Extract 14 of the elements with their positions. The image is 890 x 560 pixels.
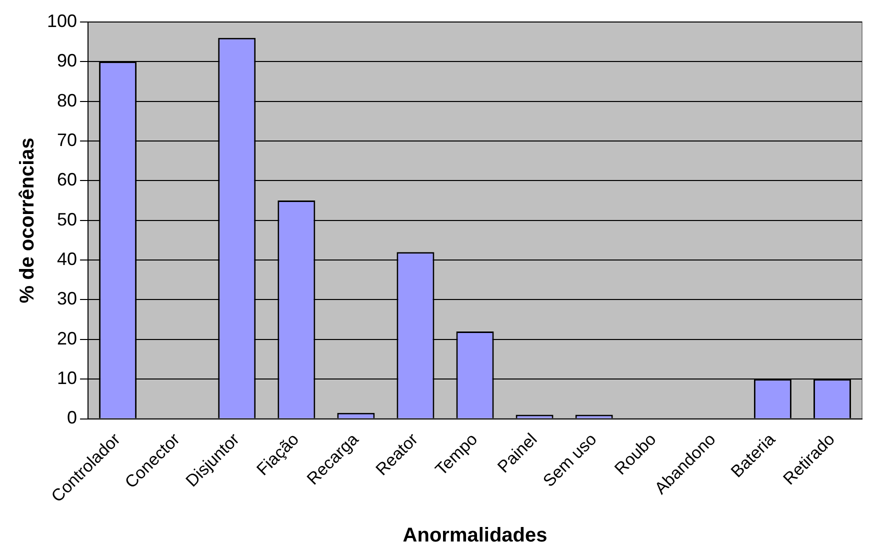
x-tick-label: Sem uso [539, 430, 600, 491]
y-tick-label: 60 [57, 170, 78, 190]
y-tick-label: 80 [57, 90, 78, 110]
x-axis-title: Anormalidades [402, 524, 548, 547]
y-tick-label: 100 [46, 10, 78, 31]
y-tick-label: 20 [57, 328, 78, 348]
y-tick-label: 30 [57, 288, 78, 309]
y-tick-label: 70 [57, 130, 78, 150]
y-tick-label: 40 [57, 249, 78, 270]
y-tick-label: 10 [57, 368, 78, 388]
y-tick-label: 90 [57, 50, 78, 71]
y-tick-label: 0 [67, 408, 78, 428]
y-axis-title: % de ocorrências [16, 138, 39, 304]
y-tick-label: 50 [57, 209, 78, 230]
